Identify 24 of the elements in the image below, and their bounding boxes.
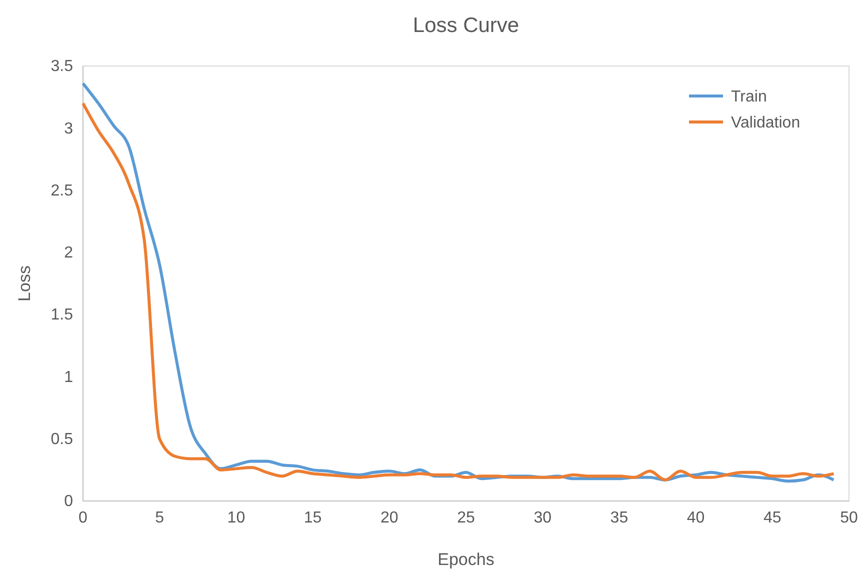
x-tick-label: 40 xyxy=(686,509,705,526)
x-tick-label: 10 xyxy=(227,509,246,526)
x-tick-label: 0 xyxy=(78,509,88,526)
x-tick-label: 20 xyxy=(380,509,398,526)
x-tick-label: 35 xyxy=(610,509,628,526)
y-tick-label: 3 xyxy=(64,120,74,138)
y-tick-label: 2 xyxy=(64,244,74,262)
y-tick-label: 0.5 xyxy=(50,430,74,448)
y-tick-label: 1.5 xyxy=(50,306,74,324)
x-tick-label: 45 xyxy=(764,509,782,526)
x-tick-label: 30 xyxy=(534,509,552,526)
x-tick-label: 5 xyxy=(155,509,164,526)
chart-title: Loss Curve xyxy=(412,14,520,37)
y-axis-title: Loss xyxy=(15,266,34,302)
legend-label: Train xyxy=(731,88,767,106)
x-tick-label: 50 xyxy=(840,509,858,526)
y-tick-label: 1 xyxy=(64,368,74,386)
x-axis-title: Epochs xyxy=(438,550,494,569)
legend-label: Validation xyxy=(731,114,800,132)
x-tick-label: 25 xyxy=(457,509,475,526)
y-tick-label: 3.5 xyxy=(50,58,74,76)
y-tick-label: 0 xyxy=(64,493,74,510)
y-tick-label: 2.5 xyxy=(50,182,74,200)
x-tick-label: 15 xyxy=(304,509,322,526)
